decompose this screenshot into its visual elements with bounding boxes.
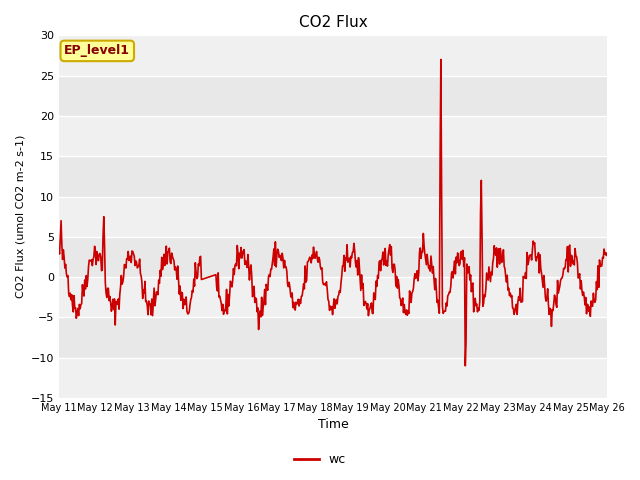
Bar [59, 116, 607, 156]
Y-axis label: CO2 Flux (umol CO2 m-2 s-1): CO2 Flux (umol CO2 m-2 s-1) [15, 135, 25, 299]
Bar [59, 358, 607, 398]
Bar [59, 196, 607, 237]
Legend: wc: wc [289, 448, 351, 471]
Bar [59, 237, 607, 277]
Text: EP_level1: EP_level1 [64, 44, 131, 58]
Bar [59, 317, 607, 358]
Title: CO2 Flux: CO2 Flux [299, 15, 367, 30]
X-axis label: Time: Time [317, 419, 348, 432]
Bar [59, 36, 607, 76]
Bar [59, 277, 607, 317]
Bar [59, 156, 607, 196]
Bar [59, 76, 607, 116]
